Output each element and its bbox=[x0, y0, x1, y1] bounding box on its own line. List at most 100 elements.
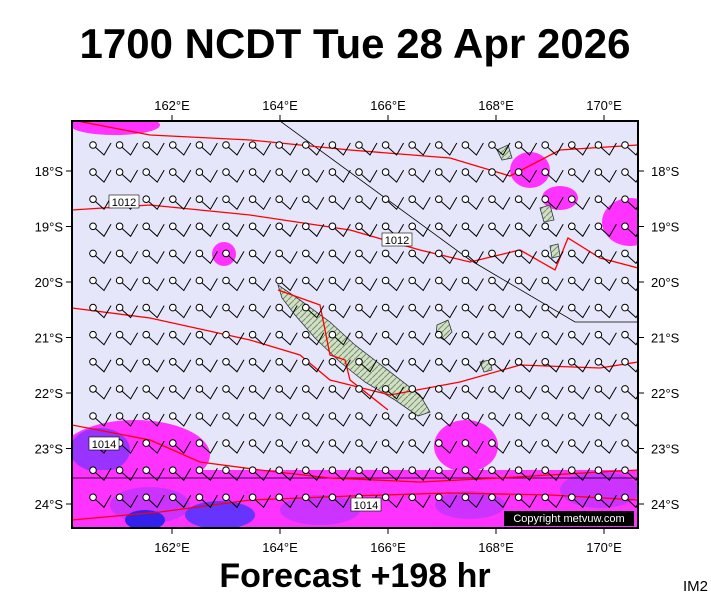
station bbox=[541, 385, 550, 393]
wind-barb bbox=[411, 196, 431, 210]
station bbox=[169, 385, 177, 393]
station bbox=[488, 222, 496, 231]
wind-barb bbox=[252, 413, 272, 427]
station bbox=[435, 439, 443, 447]
station bbox=[222, 439, 230, 447]
station bbox=[514, 168, 523, 176]
station bbox=[408, 168, 417, 176]
station bbox=[355, 141, 363, 149]
wind-barb bbox=[145, 440, 165, 454]
station bbox=[222, 222, 230, 231]
wind-barb bbox=[411, 495, 431, 509]
wind-barb bbox=[544, 495, 564, 509]
wind-barb bbox=[145, 196, 165, 210]
boundaries bbox=[72, 121, 638, 479]
wind-barb bbox=[571, 413, 591, 427]
station bbox=[594, 141, 603, 149]
wind-barb bbox=[225, 413, 245, 427]
wind-barb bbox=[92, 196, 112, 210]
station bbox=[594, 249, 603, 258]
station bbox=[115, 303, 124, 312]
station bbox=[408, 385, 417, 393]
wind-barb bbox=[518, 196, 538, 210]
wind-barb bbox=[411, 169, 431, 183]
station bbox=[435, 276, 443, 285]
station bbox=[248, 195, 257, 203]
wind-barb bbox=[199, 278, 218, 292]
wind-barb bbox=[172, 224, 192, 238]
wind-barb bbox=[252, 142, 272, 156]
station bbox=[594, 195, 603, 203]
station bbox=[142, 276, 150, 285]
station bbox=[142, 385, 150, 393]
wind-barb bbox=[544, 386, 564, 400]
station bbox=[488, 195, 496, 203]
station bbox=[514, 249, 523, 258]
wind-barb bbox=[305, 467, 325, 481]
station bbox=[541, 358, 550, 366]
wind-barb bbox=[438, 224, 458, 238]
station bbox=[142, 439, 150, 447]
station bbox=[89, 493, 97, 502]
station bbox=[568, 222, 576, 231]
station bbox=[89, 168, 97, 176]
wind-barb bbox=[518, 467, 538, 481]
station bbox=[461, 222, 470, 231]
station bbox=[488, 493, 496, 502]
station bbox=[514, 439, 523, 447]
station bbox=[435, 358, 443, 366]
station bbox=[408, 222, 417, 231]
wind-barb bbox=[491, 332, 511, 346]
station bbox=[461, 303, 470, 312]
station bbox=[381, 303, 390, 312]
wind-barb bbox=[624, 253, 638, 265]
station bbox=[461, 195, 470, 203]
wind-barb bbox=[305, 142, 325, 156]
wind-barb bbox=[252, 440, 272, 454]
wind-barb bbox=[385, 251, 405, 265]
station bbox=[222, 141, 230, 149]
station bbox=[302, 358, 310, 366]
station bbox=[381, 141, 390, 149]
wind-barb bbox=[92, 495, 112, 509]
station bbox=[115, 466, 124, 475]
wind-barb bbox=[119, 169, 139, 183]
wind-barb bbox=[145, 142, 165, 156]
wind-barb bbox=[332, 142, 351, 156]
station bbox=[142, 303, 150, 312]
wind-barb bbox=[92, 359, 112, 373]
station bbox=[195, 303, 204, 312]
wind-barb bbox=[278, 359, 298, 373]
wind-barb bbox=[598, 196, 617, 210]
station bbox=[514, 385, 523, 393]
station bbox=[115, 385, 124, 393]
wind-barb bbox=[172, 495, 192, 509]
station bbox=[195, 222, 204, 231]
lon-label-bottom: 166°E bbox=[370, 540, 406, 555]
station bbox=[222, 168, 230, 176]
wind-barb bbox=[358, 440, 378, 454]
station bbox=[302, 303, 310, 312]
wind-barb bbox=[92, 305, 112, 319]
station bbox=[355, 385, 363, 393]
station bbox=[195, 466, 204, 475]
map-layers bbox=[72, 121, 638, 528]
station bbox=[89, 249, 97, 258]
station bbox=[169, 439, 177, 447]
station bbox=[275, 141, 284, 149]
station bbox=[89, 358, 97, 366]
wind-barb bbox=[491, 224, 511, 238]
lat-label-right: 24°S bbox=[651, 497, 680, 512]
station bbox=[408, 358, 417, 366]
station bbox=[248, 276, 257, 285]
wind-barb bbox=[172, 413, 192, 427]
lon-label-bottom: 162°E bbox=[154, 540, 190, 555]
wind-barb bbox=[385, 196, 405, 210]
station bbox=[594, 439, 603, 447]
wind-barb bbox=[92, 251, 112, 265]
wind-barb bbox=[491, 305, 511, 319]
station bbox=[514, 195, 523, 203]
wind-barb bbox=[92, 278, 112, 292]
station bbox=[621, 222, 629, 231]
lat-label-right: 23°S bbox=[651, 442, 680, 457]
